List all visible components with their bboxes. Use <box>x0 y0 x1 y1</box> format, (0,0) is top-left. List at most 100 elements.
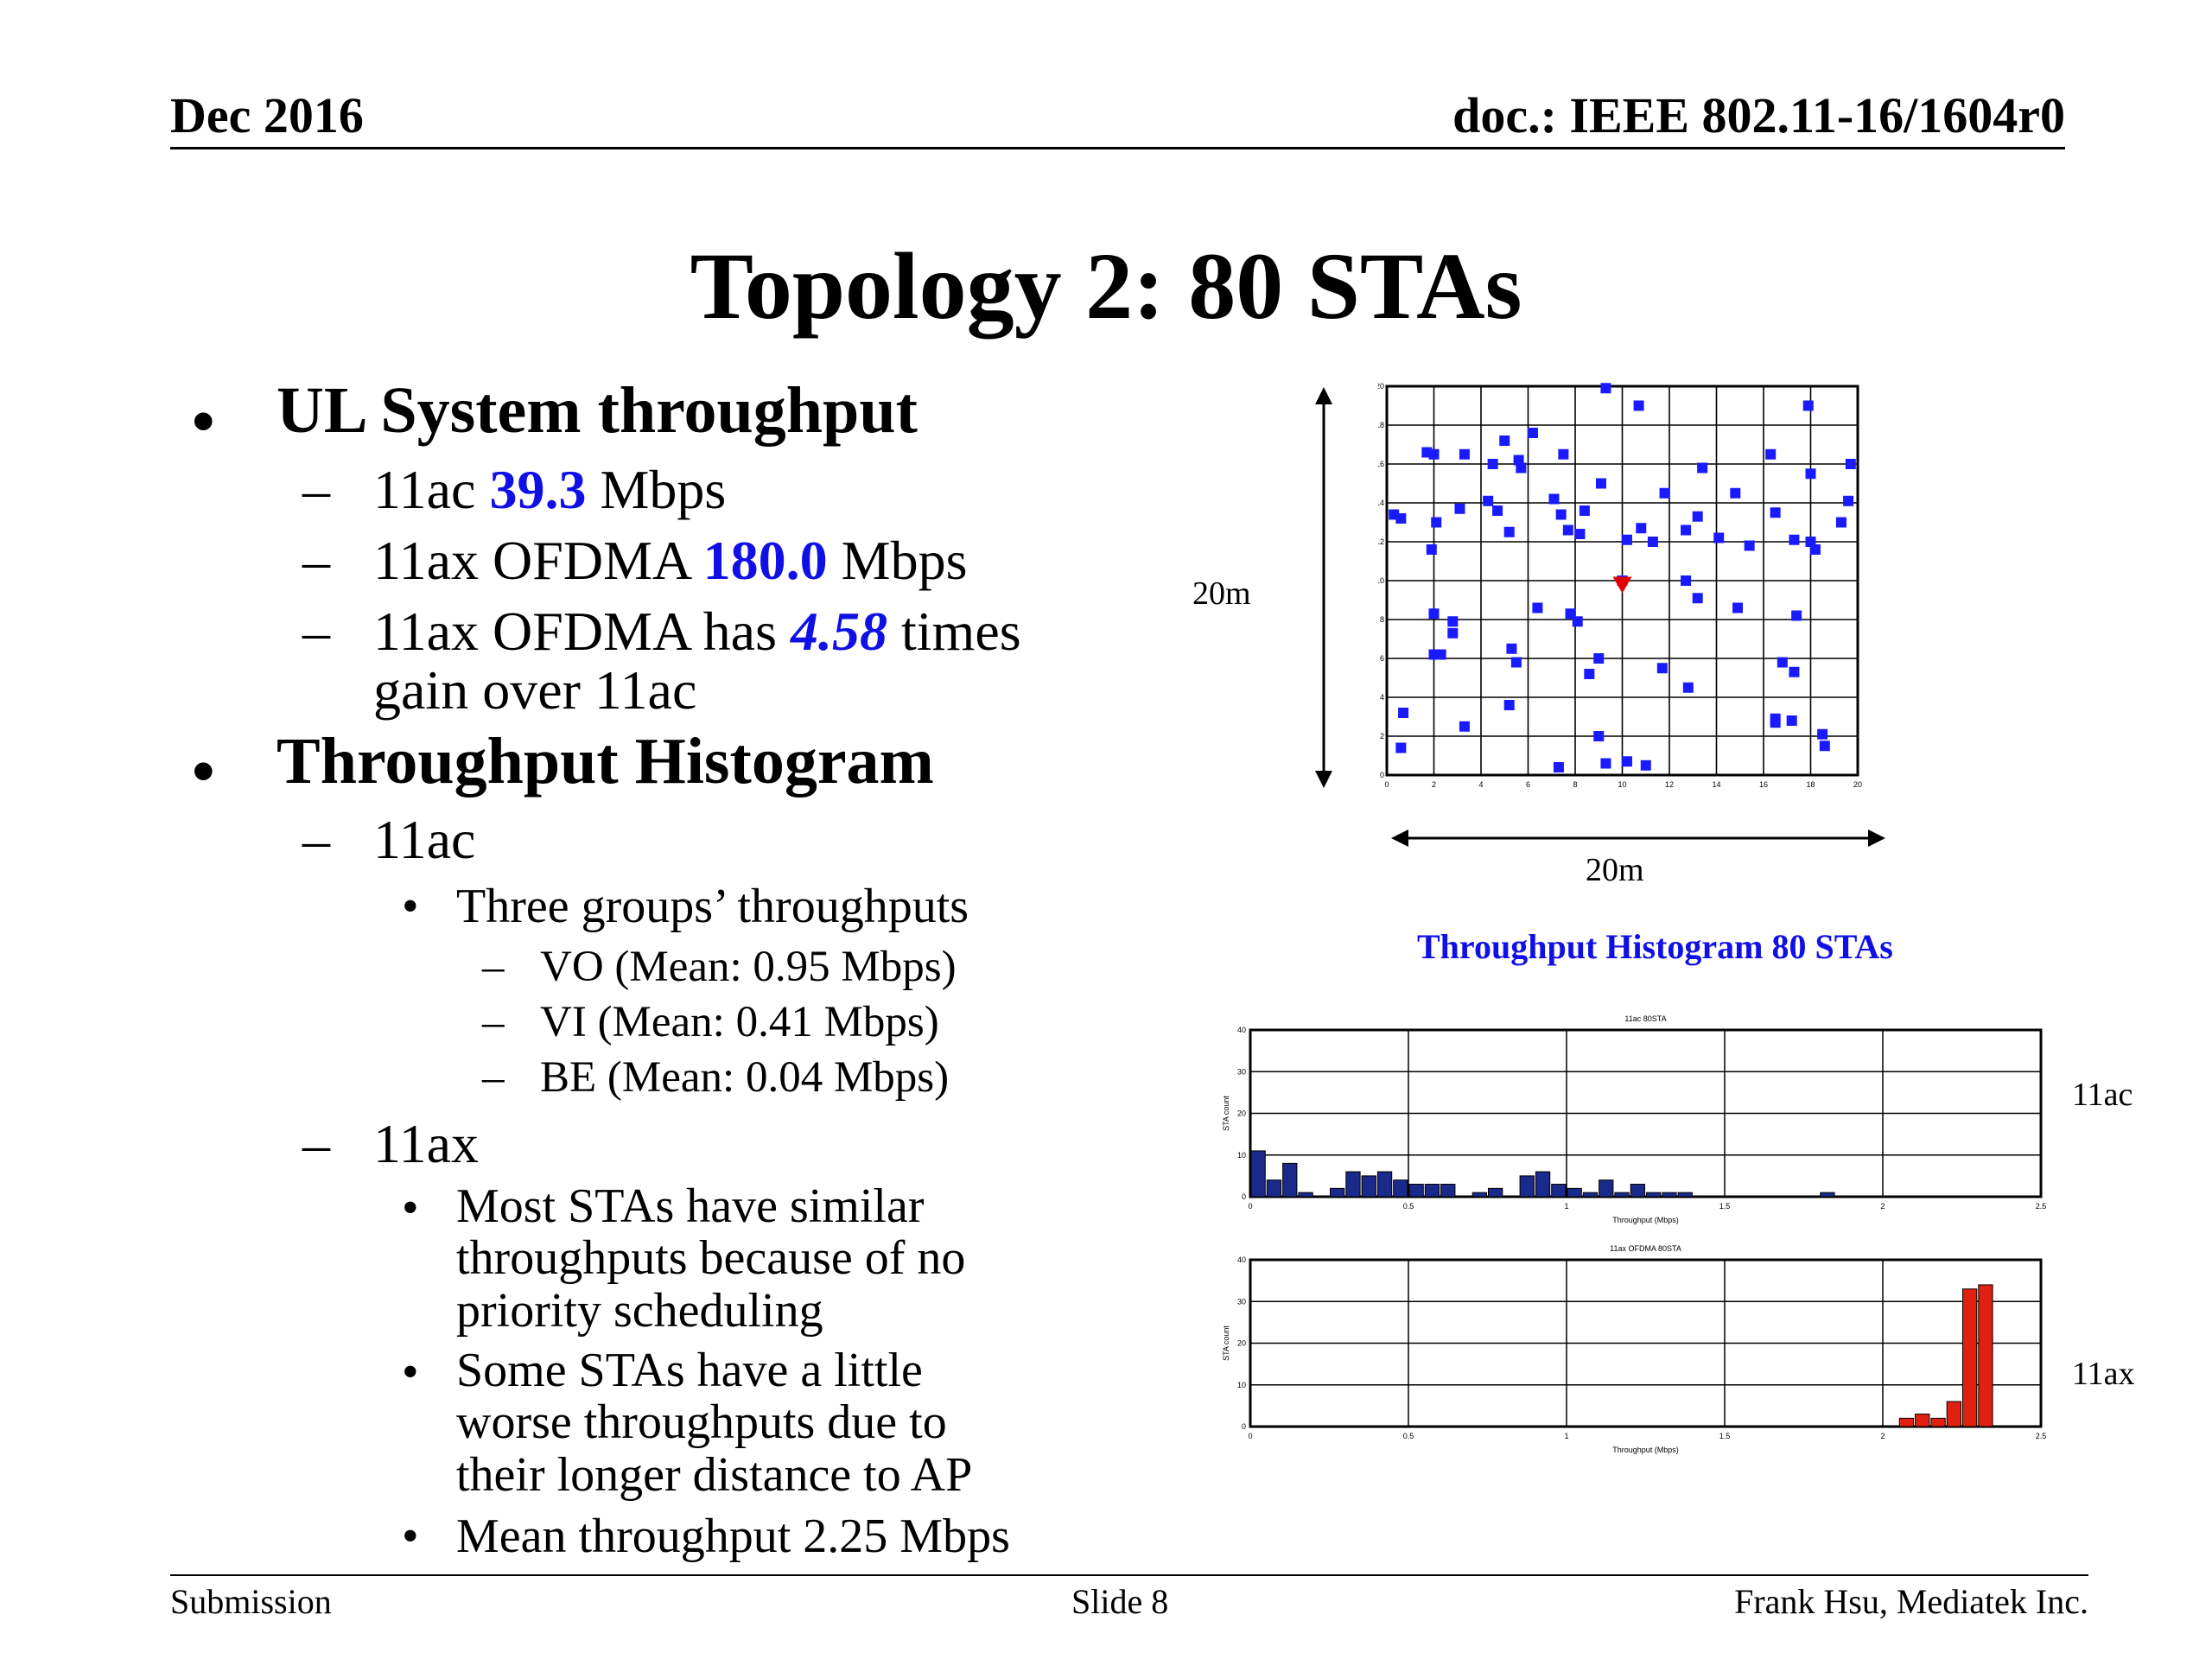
histogram-bar <box>1630 1184 1646 1198</box>
sta-marker <box>1593 731 1605 741</box>
sta-marker <box>1574 529 1586 539</box>
x-tick-label: 20 <box>1853 780 1862 789</box>
histogram-bar <box>1250 1150 1266 1198</box>
bullet-11ac-throughput: 11ac 39.3 Mbps <box>373 459 727 520</box>
sta-marker <box>1595 478 1606 489</box>
bullet-dot: • <box>192 735 215 808</box>
sta-marker <box>1454 503 1465 514</box>
text-line: Some STAs have a little <box>456 1344 923 1397</box>
histogram-bar <box>1330 1187 1345 1198</box>
x-tick-label: 2 <box>1880 1202 1885 1211</box>
histogram-bar <box>1345 1171 1361 1198</box>
dash-mark: – <box>302 459 330 520</box>
x-tick-label: 0.5 <box>1403 1202 1414 1211</box>
bullet-vo: VO (Mean: 0.95 Mbps) <box>540 943 957 991</box>
y-tick-label: 4 <box>1380 693 1384 702</box>
sta-marker <box>1548 493 1560 505</box>
footer-rule <box>170 1574 2088 1576</box>
dim-horizontal-label: 20m <box>1586 852 1644 888</box>
y-tick-label: 10 <box>1237 1381 1246 1389</box>
sta-marker <box>1426 544 1437 555</box>
histogram-bar <box>1614 1192 1630 1198</box>
dash-mark: – <box>482 1053 505 1102</box>
sta-marker <box>1681 524 1692 536</box>
sta-marker <box>1692 511 1703 522</box>
x-tick-label: 0.5 <box>1403 1432 1414 1440</box>
header-rule <box>170 147 2065 149</box>
y-tick-label: 0 <box>1380 771 1384 779</box>
sta-marker <box>1621 756 1632 767</box>
text-line: priority scheduling <box>456 1283 823 1338</box>
histogram-bar <box>1646 1192 1662 1198</box>
sta-marker <box>1843 495 1854 506</box>
histogram-bar <box>1915 1414 1930 1427</box>
sta-marker <box>1562 524 1573 536</box>
x-tick-label: 1 <box>1564 1432 1568 1440</box>
histogram-bar <box>1519 1175 1535 1198</box>
sta-marker <box>1492 505 1503 516</box>
dash-mark: – <box>302 809 330 870</box>
histogram-bar <box>1393 1179 1408 1198</box>
histogram-bar <box>1978 1284 1993 1427</box>
sta-marker <box>1428 608 1440 620</box>
sta-marker <box>1656 663 1668 674</box>
bullet-histogram: Throughput Histogram <box>276 725 934 798</box>
sta-marker <box>1817 728 1828 740</box>
plot-frame <box>1249 1258 2043 1428</box>
sta-marker <box>1503 526 1515 537</box>
histogram-11ac: 11ac 80STA 0 0.5 1 1.5 2 2.5 0 10 20 30 40 Throughpu… <box>1222 1014 2046 1224</box>
histogram-bar <box>1282 1162 1298 1198</box>
sta-marker <box>1732 602 1744 613</box>
x-tick-label: 16 <box>1759 780 1768 789</box>
plot-frame <box>1385 385 1859 777</box>
histogram-bar <box>1424 1184 1440 1198</box>
sta-marker <box>1786 715 1797 726</box>
sta-marker <box>1600 758 1611 769</box>
x-tick-label: 4 <box>1478 780 1483 789</box>
sta-marker <box>1459 448 1470 460</box>
x-tick-label: 2 <box>1880 1432 1885 1440</box>
histogram-bar <box>1471 1192 1488 1198</box>
sta-marker <box>1819 741 1830 752</box>
sta-marker <box>1730 487 1741 499</box>
plot-frame <box>1249 1028 2043 1198</box>
histogram-bar <box>1535 1171 1551 1198</box>
sta-marker <box>1398 708 1409 718</box>
bullet-gain-cont: gain over 11ac <box>373 659 697 721</box>
histogram-bar <box>1298 1192 1313 1198</box>
histogram-bar <box>1820 1192 1835 1198</box>
y-tick-label: 30 <box>1237 1297 1246 1306</box>
header-date: Dec 2016 <box>170 87 364 143</box>
sta-marker <box>1532 602 1543 613</box>
label-11ac: 11ac <box>2072 1077 2133 1113</box>
sta-marker <box>1681 575 1692 586</box>
y-tick-label: 18 <box>1378 421 1384 429</box>
dash-mark: – <box>302 530 330 591</box>
histogram-bar <box>1361 1175 1376 1198</box>
x-tick-label: 0 <box>1248 1432 1252 1440</box>
sta-marker <box>1447 627 1459 639</box>
x-tick-label: 12 <box>1665 780 1674 789</box>
bullet-be: BE (Mean: 0.04 Mbps) <box>540 1053 950 1102</box>
y-tick-label: 20 <box>1237 1339 1246 1348</box>
dash-mark: – <box>302 1113 330 1174</box>
sta-marker <box>1483 495 1494 506</box>
y-tick-label: 0 <box>1242 1422 1246 1431</box>
x-tick-label: 18 <box>1806 780 1815 789</box>
bullet-dot: • <box>402 1510 419 1563</box>
sta-marker <box>1640 760 1651 771</box>
histogram-bar <box>1551 1184 1567 1198</box>
bullet-some-stas: Some STAs have a little worse throughput… <box>456 1344 972 1502</box>
label-11ax: 11ax <box>2072 1356 2135 1392</box>
sta-marker <box>1770 507 1781 518</box>
sta-marker <box>1636 523 1647 534</box>
histogram-bar <box>1946 1401 1962 1427</box>
dash-mark: – <box>482 943 505 991</box>
sta-marker <box>1621 534 1632 545</box>
sta-marker <box>1802 400 1814 411</box>
y-tick-label: 16 <box>1378 460 1384 468</box>
sta-marker <box>1513 454 1524 466</box>
histogram-bar <box>1662 1192 1677 1198</box>
bullet-dot: • <box>402 880 419 933</box>
histogram-bar <box>1962 1288 1978 1427</box>
